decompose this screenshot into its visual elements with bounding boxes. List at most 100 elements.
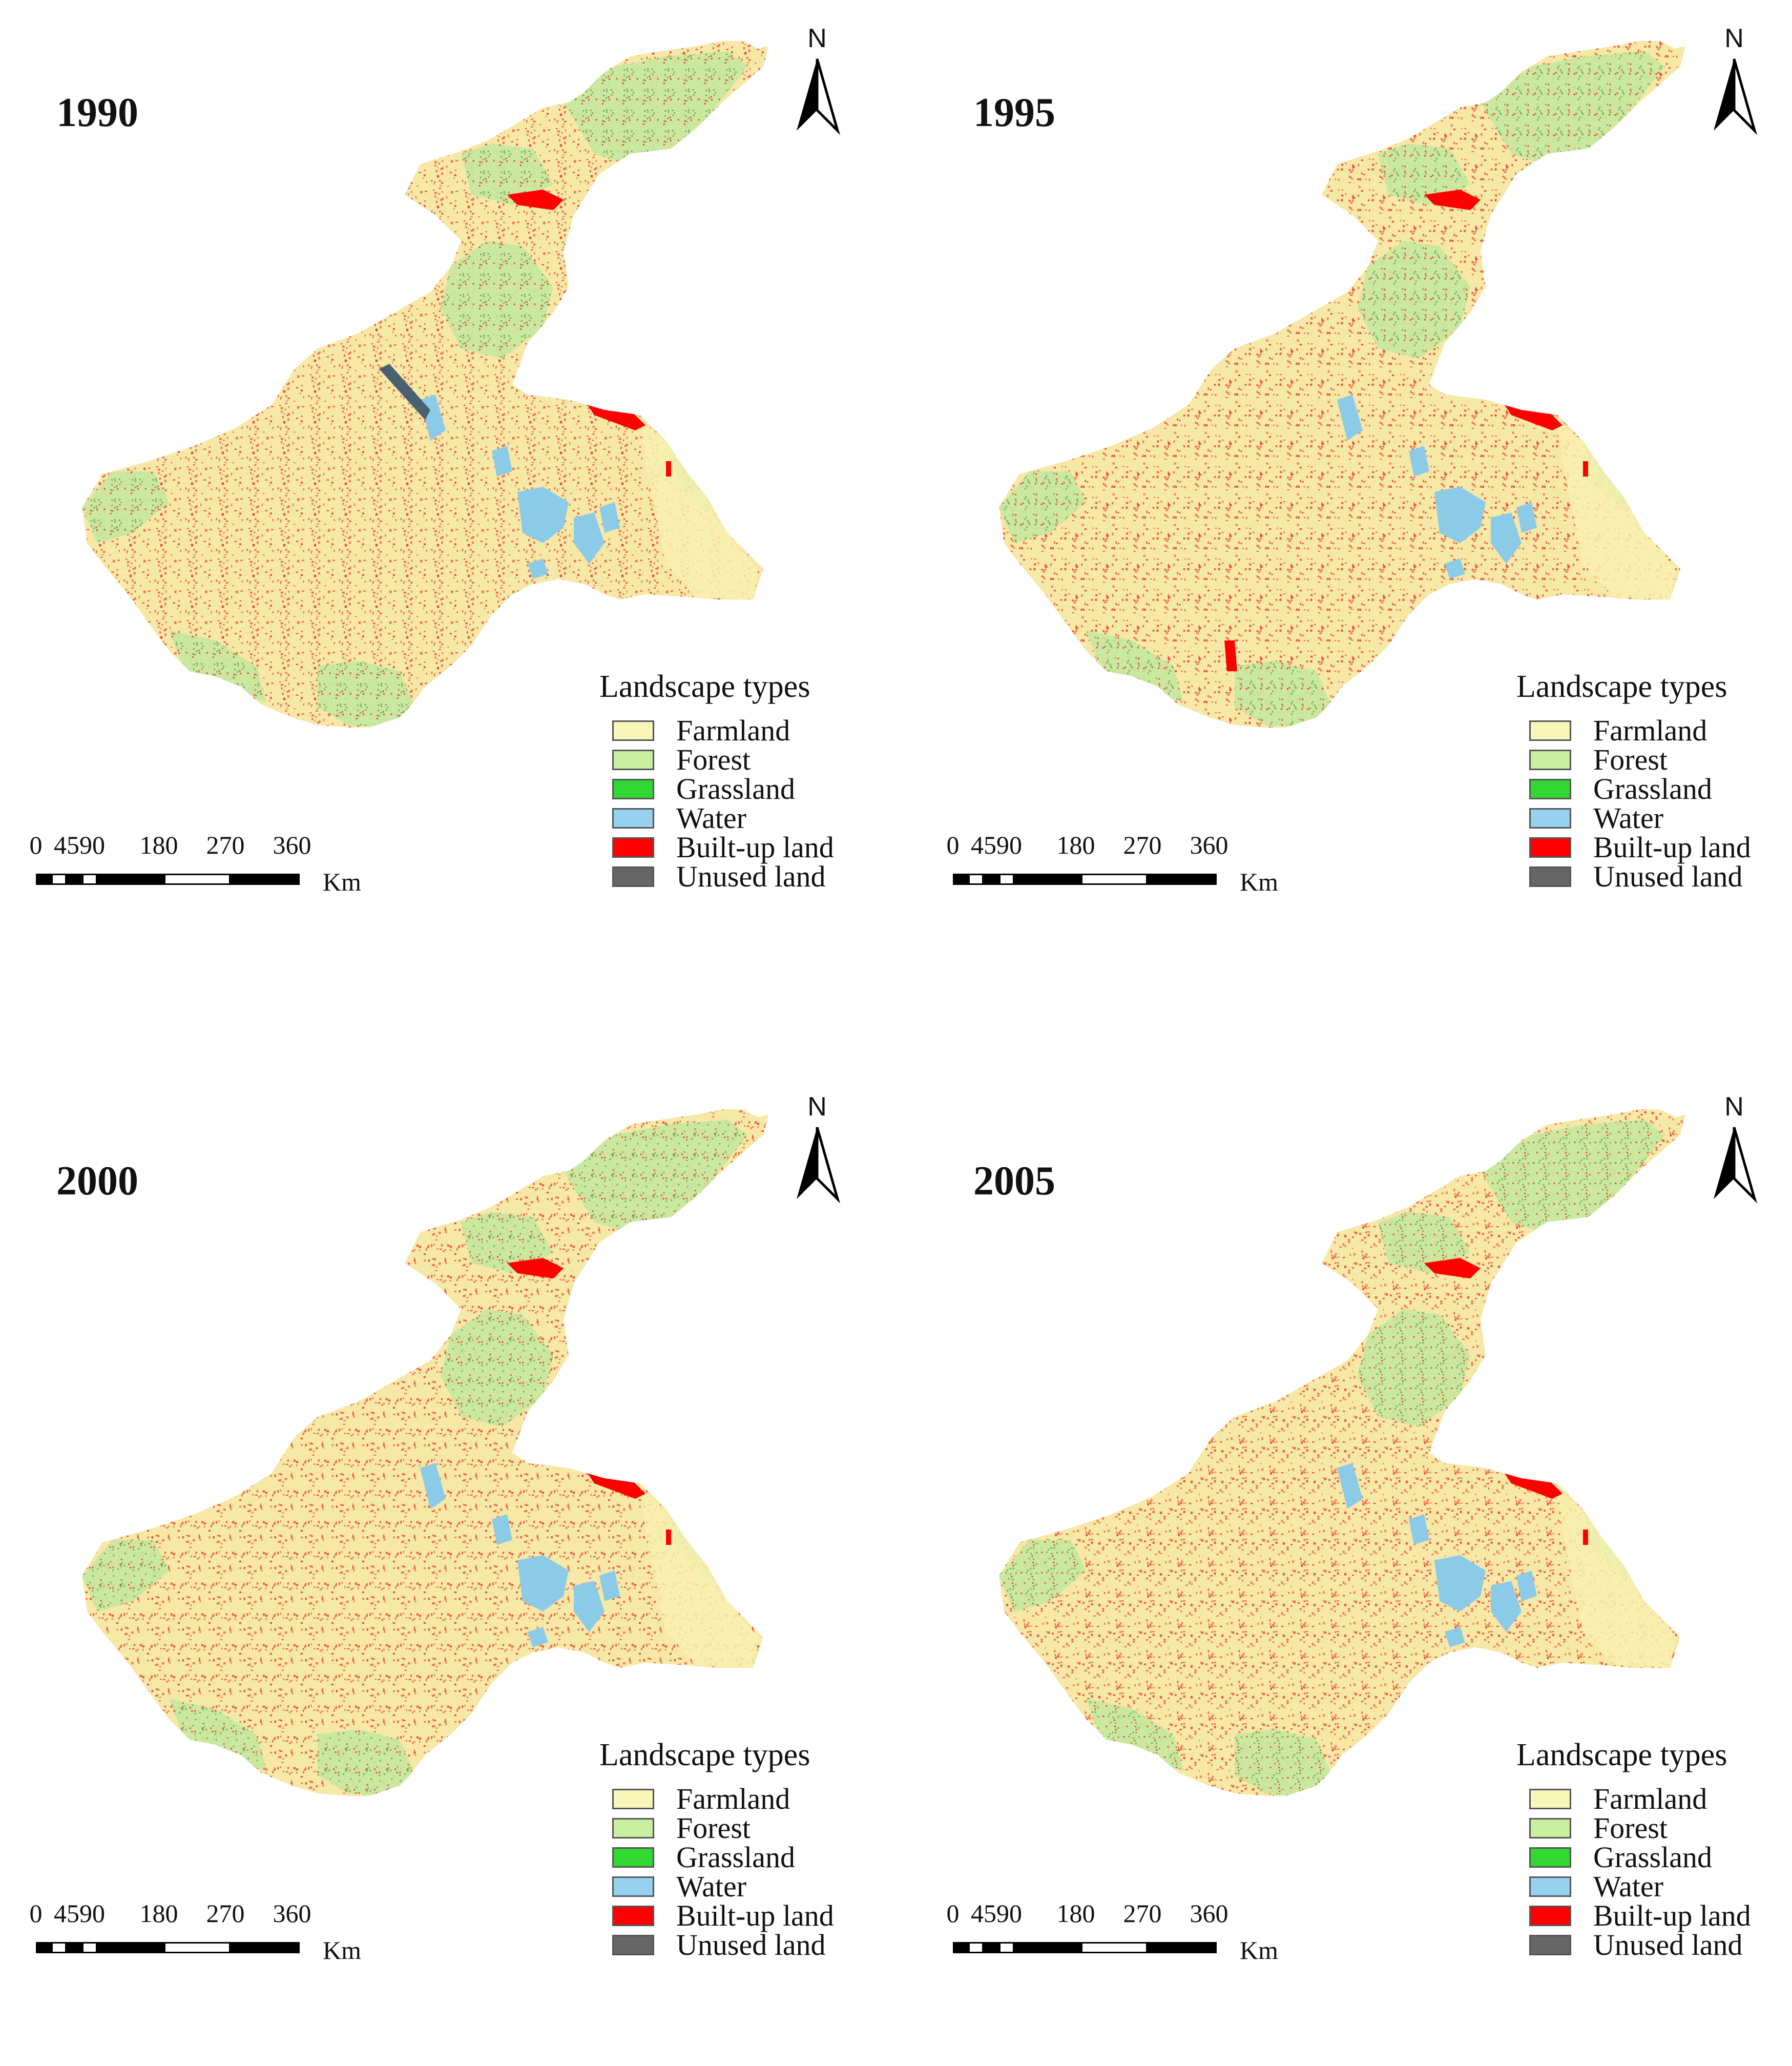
scale-tick-label: 90 (996, 831, 1022, 859)
farmland-area (82, 1109, 768, 1796)
scale-tick-label: 45 (971, 831, 996, 859)
water-body (1434, 487, 1486, 543)
scale-bar: 0 45 90 180 270 360 Km (937, 830, 1327, 896)
legend-item: Farmland (1516, 1784, 1727, 1814)
builtup-patch (666, 461, 671, 477)
scale-bar: 0 45 90 180 270 360 Km (20, 830, 410, 896)
forest-area (82, 471, 169, 543)
forest-area (169, 630, 266, 702)
scale-tick-label: 270 (206, 831, 245, 859)
builtup-patch (1306, 256, 1322, 266)
legend-item: Grassland (599, 1842, 810, 1873)
landuse-map (82, 1109, 768, 1796)
legend-swatch (612, 1818, 654, 1838)
legend-swatch (612, 837, 654, 858)
legend-item: Grassland (599, 774, 810, 804)
scale-tick-label: 0 (946, 831, 960, 859)
legend-item: Built-up land (599, 1900, 834, 1931)
water-body (1491, 1581, 1522, 1632)
map-panel-1990: 1990 N Landscape types Farmland Forest Grassl… (0, 0, 917, 998)
scale-bar-segment (1014, 1942, 1081, 1953)
legend-label: Unused land (1593, 1928, 1743, 1961)
forest-area (564, 1120, 748, 1232)
legend-swatch (1529, 837, 1571, 858)
forest-area (564, 51, 748, 164)
legend-swatch (612, 1876, 654, 1897)
map-legend: Landscape types Farmland Forest Grassland Wa… (1516, 669, 1751, 892)
legend-swatch (612, 1906, 654, 1926)
water-body (492, 446, 512, 477)
scale-bar-segment (953, 1942, 968, 1953)
scale-tick-label: 45 (54, 831, 79, 859)
scale-tick-label: 360 (1190, 1899, 1228, 1928)
legend-swatch (1529, 750, 1571, 770)
forest-area (1235, 661, 1332, 728)
scale-bar-segment (1148, 874, 1217, 885)
legend-label: Built-up land (676, 831, 834, 864)
forest-area (441, 1309, 553, 1427)
forest-area (318, 661, 415, 728)
scale-bar: 0 45 90 180 270 360 Km (20, 1898, 410, 1965)
legend-label: Forest (676, 743, 751, 776)
legend-swatch (1529, 1818, 1571, 1838)
scale-tick-label: 270 (206, 1899, 245, 1928)
scale-bar-segment (984, 1942, 999, 1953)
water-body (599, 502, 620, 533)
scale-bar-segment (1148, 1942, 1217, 1953)
water-body (528, 1627, 548, 1647)
legend-label: Grassland (1593, 772, 1712, 805)
landuse-map (82, 41, 768, 728)
legend-swatch (612, 1789, 654, 1809)
map-legend: Landscape types Farmland Forest Grassland Wa… (1516, 1737, 1751, 1960)
legend-swatch (1529, 866, 1571, 887)
scale-tick-label: 90 (79, 1899, 105, 1928)
legend-item: Forest (599, 1813, 810, 1844)
scale-bar-segment (999, 874, 1014, 885)
landuse-map (999, 41, 1685, 728)
legend-label: Forest (1593, 743, 1668, 776)
map-title-year: 2005 (973, 1159, 1055, 1204)
scale-unit: Km (323, 1936, 361, 1965)
legend-label: Farmland (1593, 714, 1707, 747)
scale-bar-segment (968, 874, 984, 885)
water-body (1337, 1463, 1363, 1509)
legend-item: Water (1516, 801, 1727, 835)
forest-area (461, 143, 553, 205)
north-label: N (1724, 1092, 1744, 1122)
water-body (517, 1555, 569, 1612)
water-body (1516, 1571, 1537, 1601)
map-title-year: 1995 (973, 90, 1055, 135)
legend-title: Landscape types (1516, 1738, 1727, 1772)
legend-label: Water (1593, 801, 1664, 835)
scale-tick-label: 360 (273, 831, 311, 859)
map-legend: Landscape types Farmland Forest Grassland Wa… (599, 1737, 834, 1960)
water-body (420, 1463, 446, 1509)
legend-swatch (1529, 1876, 1571, 1897)
forest-area (999, 471, 1086, 543)
scale-bar-segment (1081, 1942, 1148, 1953)
farmland-area (999, 1109, 1685, 1796)
water-body (1516, 502, 1537, 533)
scale-bar-segment (67, 1942, 82, 1953)
legend-item: Forest (1516, 1813, 1727, 1844)
legend-label: Farmland (676, 1782, 790, 1815)
scale-unit: Km (323, 867, 361, 896)
legend-item: Water (599, 803, 810, 834)
forest-area (1481, 1120, 1665, 1232)
legend-swatch (1529, 808, 1571, 829)
legend-item: Farmland (599, 1782, 810, 1815)
builtup-patch (1583, 1530, 1588, 1545)
scale-bar-segment (36, 1942, 51, 1953)
scale-bar-segment (97, 874, 164, 885)
map-panel-2005: 2005 N Landscape types Farmland Forest Grassl… (917, 1068, 1792, 2066)
scale-tick-label: 45 (54, 1899, 79, 1928)
map-title-year: 1990 (56, 90, 138, 135)
north-arrow-icon: N (1706, 1091, 1762, 1204)
water-body (492, 1514, 512, 1545)
water-body (1409, 1514, 1429, 1545)
builtup-patch (1583, 461, 1588, 477)
scale-bar-segment (231, 874, 300, 885)
builtup-patch (1424, 190, 1481, 210)
scale-bar-segment (1081, 874, 1148, 885)
legend-swatch (1529, 720, 1571, 741)
